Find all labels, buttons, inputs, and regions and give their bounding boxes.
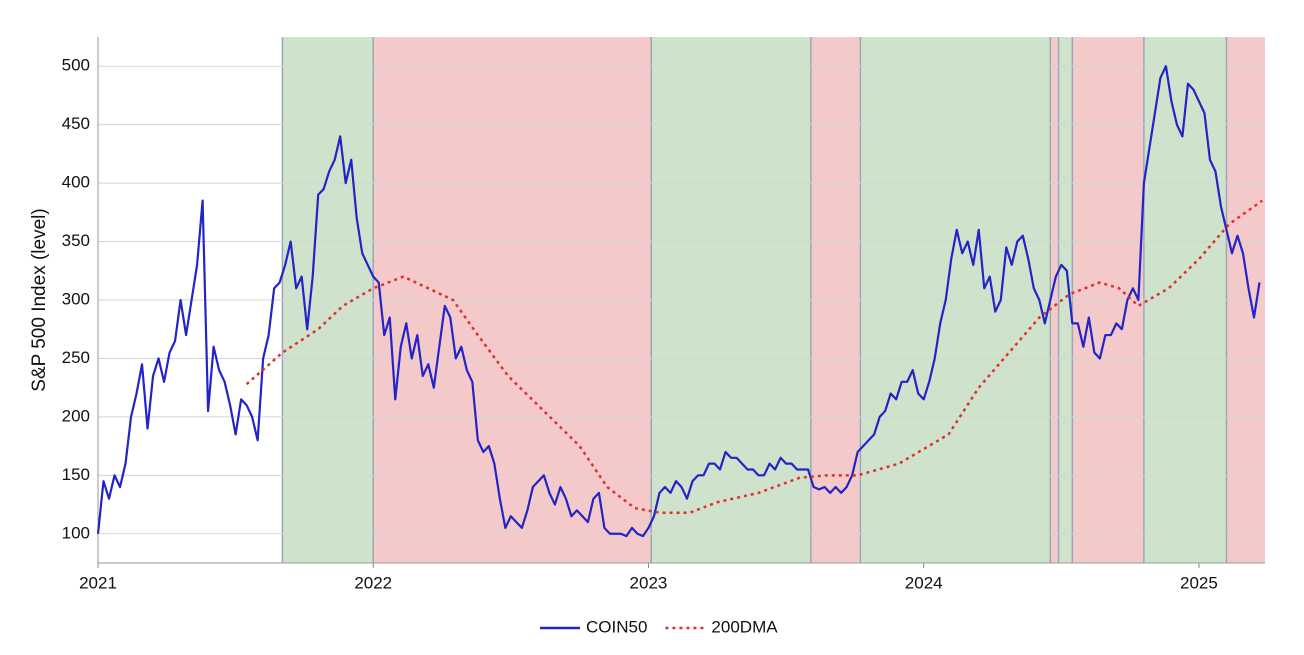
y-tick-label: 500 <box>62 56 90 75</box>
y-tick-label: 100 <box>62 523 90 542</box>
y-tick-label: 350 <box>62 231 90 250</box>
y-tick-label: 450 <box>62 114 90 133</box>
y-tick-label: 200 <box>62 406 90 425</box>
x-tick-label: 2025 <box>1180 573 1218 592</box>
x-tick-label: 2022 <box>354 573 392 592</box>
series-line <box>245 199 1263 514</box>
y-tick-label: 250 <box>62 348 90 367</box>
series-line <box>96 65 1261 538</box>
x-tick-label: 2024 <box>905 573 943 592</box>
y-tick-label: 400 <box>62 173 90 192</box>
y-tick-label: 300 <box>62 289 90 308</box>
x-tick-label: 2021 <box>79 573 117 592</box>
x-tick-label: 2023 <box>630 573 668 592</box>
legend-label: COIN50 <box>586 617 647 636</box>
y-axis-label: S&P 500 Index (level) <box>29 208 50 391</box>
y-tick-label: 150 <box>62 465 90 484</box>
legend-label: 200DMA <box>711 617 778 636</box>
